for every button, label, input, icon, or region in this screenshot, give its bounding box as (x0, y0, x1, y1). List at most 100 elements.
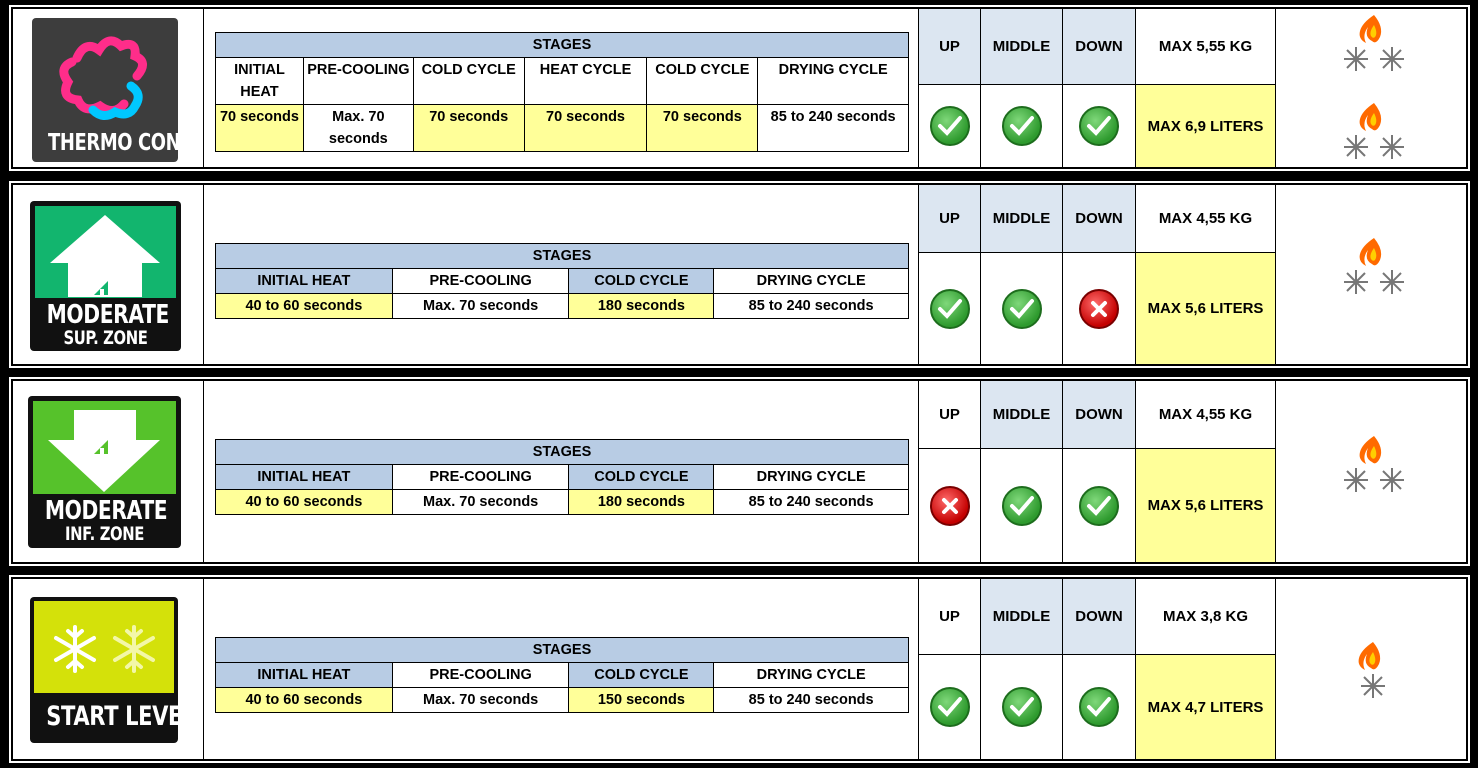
stage-value: 180 seconds (568, 489, 715, 515)
up-status (919, 449, 980, 562)
fire-snow-icon (1344, 436, 1404, 492)
stages-table: STAGES INITIAL HEAT PRE-COOLING COLD CYC… (215, 32, 909, 152)
stage-value: 70 seconds (646, 104, 759, 152)
max-volume: MAX 6,9 LITERS (1136, 85, 1275, 167)
stage-header: COLD CYCLE (646, 57, 759, 105)
row-frame: START LEVEL STAGES INITIAL HEAT PRE-COOL… (11, 577, 1468, 761)
down-header: DOWN (1063, 579, 1135, 655)
stage-header: COLD CYCLE (568, 662, 715, 688)
check-icon (1079, 687, 1119, 727)
capacity-column: MAX 4,55 KG MAX 5,6 LITERS (1135, 185, 1275, 364)
row-frame: THERMO CONTRAST STAGES INITIAL HEAT PRE-… (11, 7, 1468, 169)
stage-header: INITIAL HEAT (215, 57, 304, 105)
logo-sublabel: SUP. ZONE (63, 327, 148, 349)
stage-header: COLD CYCLE (568, 268, 715, 294)
check-icon (1001, 485, 1042, 526)
stage-value: 85 to 240 seconds (757, 104, 909, 152)
middle-column: MIDDLE (980, 9, 1062, 167)
stage-header: PRE-COOLING (302, 57, 414, 105)
down-header: DOWN (1063, 381, 1135, 449)
cross-icon (1079, 288, 1119, 329)
middle-header: MIDDLE (981, 381, 1062, 449)
down-status (1063, 449, 1135, 562)
stage-header: INITIAL HEAT (215, 268, 393, 294)
stage-header: INITIAL HEAT (215, 464, 393, 490)
row-frame: MODERATE SUP. ZONE STAGES INITIAL HEAT P… (11, 183, 1468, 366)
stages-table: STAGES INITIAL HEAT PRE-COOLING COLD CYC… (215, 439, 909, 515)
logo-sublabel: INF. ZONE (64, 523, 145, 545)
down-header: DOWN (1063, 9, 1135, 85)
stage-value: 85 to 240 seconds (713, 687, 909, 713)
down-status (1063, 85, 1135, 167)
moderate-inf-logo: MODERATE INF. ZONE (28, 396, 181, 548)
stage-value: Max. 70 seconds (391, 687, 570, 713)
up-header: UP (919, 9, 980, 85)
stage-header: PRE-COOLING (391, 662, 570, 688)
middle-status (981, 449, 1062, 562)
down-column: DOWN (1062, 9, 1135, 167)
stage-value: 150 seconds (568, 687, 715, 713)
down-column: DOWN (1062, 185, 1135, 364)
logo-label: THERMO CONTRAST (48, 130, 178, 156)
down-header: DOWN (1063, 185, 1135, 253)
stage-value: 70 seconds (215, 104, 304, 152)
check-icon (1001, 106, 1042, 146)
middle-status (981, 655, 1062, 759)
stage-value: 85 to 240 seconds (713, 293, 909, 319)
logo-field (34, 601, 174, 693)
middle-header: MIDDLE (981, 579, 1062, 655)
up-column: UP (918, 9, 980, 167)
logo-label: START LEVEL (46, 701, 178, 732)
stage-header: HEAT CYCLE (523, 57, 648, 105)
stage-value: 180 seconds (568, 293, 715, 319)
max-volume: MAX 4,7 LITERS (1136, 655, 1275, 759)
stage-value: 40 to 60 seconds (215, 687, 393, 713)
max-weight: MAX 4,55 KG (1136, 185, 1275, 253)
stage-header: DRYING CYCLE (713, 464, 909, 490)
stage-value: Max. 70 seconds (391, 293, 570, 319)
stage-header: DRYING CYCLE (713, 662, 909, 688)
down-column: DOWN (1062, 579, 1135, 759)
down-status (1063, 655, 1135, 759)
wave-ring-icon (59, 36, 147, 120)
stage-header: COLD CYCLE (412, 57, 525, 105)
stage-value: 85 to 240 seconds (713, 489, 909, 515)
stage-header: DRYING CYCLE (713, 268, 909, 294)
stages-title: STAGES (215, 243, 909, 269)
program-row-thermo-contrast: THERMO CONTRAST STAGES INITIAL HEAT PRE-… (7, 3, 1472, 173)
max-weight: MAX 3,8 KG (1136, 579, 1275, 655)
up-column: UP (918, 381, 980, 562)
check-icon (929, 687, 970, 727)
stages-table: STAGES INITIAL HEAT PRE-COOLING COLD CYC… (215, 243, 909, 319)
program-row-moderate-sup: MODERATE SUP. ZONE STAGES INITIAL HEAT P… (7, 179, 1472, 370)
logo-label: MODERATE (46, 300, 170, 330)
middle-header: MIDDLE (981, 185, 1062, 253)
emblem-column (1275, 9, 1466, 167)
stages-title: STAGES (215, 439, 909, 465)
stage-value: 70 seconds (523, 104, 648, 152)
emblem-column (1275, 579, 1466, 759)
start-level-logo: START LEVEL (30, 597, 178, 743)
stage-value: 70 seconds (412, 104, 525, 152)
up-header: UP (919, 579, 980, 655)
max-weight: MAX 4,55 KG (1136, 381, 1275, 449)
logo-label: MODERATE (44, 496, 168, 526)
down-status (1063, 253, 1135, 364)
fire-snow-icon (1344, 238, 1404, 294)
middle-header: MIDDLE (981, 9, 1062, 85)
house-down-icon (48, 410, 160, 492)
stage-header: PRE-COOLING (391, 464, 570, 490)
capacity-column: MAX 3,8 KG MAX 4,7 LITERS (1135, 579, 1275, 759)
middle-column: MIDDLE (980, 579, 1062, 759)
emblem-column (1275, 185, 1466, 364)
stage-header: INITIAL HEAT (215, 662, 393, 688)
stages-title: STAGES (215, 32, 909, 58)
max-weight: MAX 5,55 KG (1136, 9, 1275, 85)
emblem-column (1275, 381, 1466, 562)
up-status (919, 85, 980, 167)
stage-header: COLD CYCLE (568, 464, 715, 490)
middle-column: MIDDLE (980, 185, 1062, 364)
stage-value: 40 to 60 seconds (215, 293, 393, 319)
up-status (919, 253, 980, 364)
cross-icon (929, 485, 970, 526)
